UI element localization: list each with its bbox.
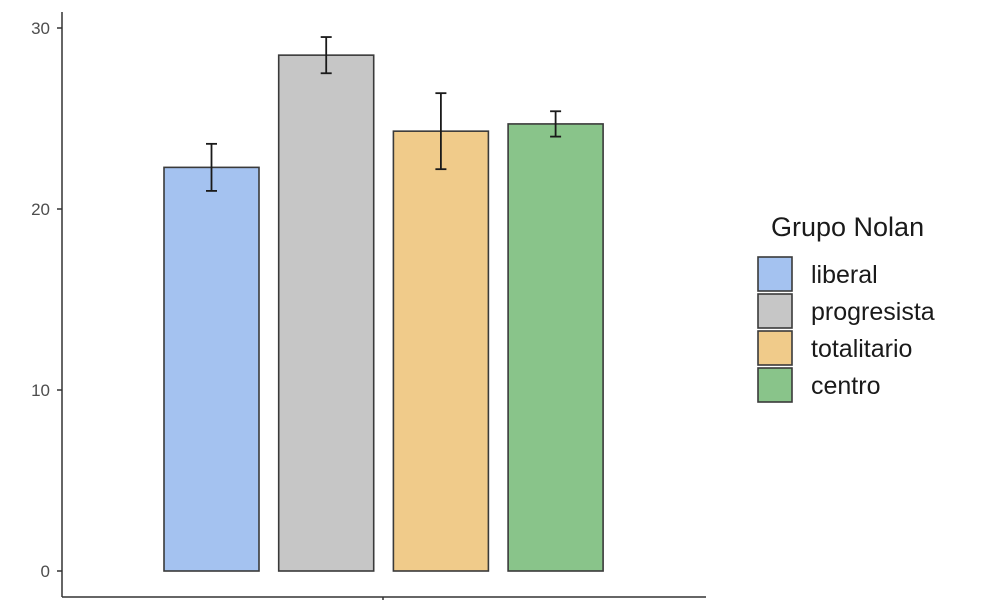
legend-label-totalitario: totalitario <box>811 335 912 363</box>
legend-key-liberal <box>757 256 793 292</box>
bars <box>163 54 604 572</box>
legend-title: Grupo Nolan <box>771 212 924 242</box>
legend-label-progresista: progresista <box>811 298 935 326</box>
legend: Grupo Nolan liberal progresista totalitari… <box>757 212 935 403</box>
legend-label-liberal: liberal <box>811 261 878 289</box>
axes: 0 10 20 30 <box>31 12 706 601</box>
bar-centro <box>507 123 604 572</box>
bar-liberal <box>163 166 260 572</box>
bar-progresista <box>277 54 375 572</box>
y-tick-label: 30 <box>31 19 50 38</box>
error-bar-liberal <box>206 142 217 192</box>
bar-totalitario <box>392 130 490 572</box>
error-bar-centro <box>550 110 562 138</box>
legend-label-centro: centro <box>811 372 880 400</box>
error-bar-progresista <box>320 36 332 75</box>
y-tick-label: 10 <box>31 381 50 400</box>
legend-key-centro <box>757 367 793 403</box>
legend-key-progresista <box>757 293 793 329</box>
error-bars <box>206 36 562 192</box>
legend-key-totalitario <box>757 330 793 366</box>
y-tick-label: 20 <box>31 200 50 219</box>
error-bar-totalitario <box>435 92 447 171</box>
y-tick-label: 0 <box>41 562 50 581</box>
